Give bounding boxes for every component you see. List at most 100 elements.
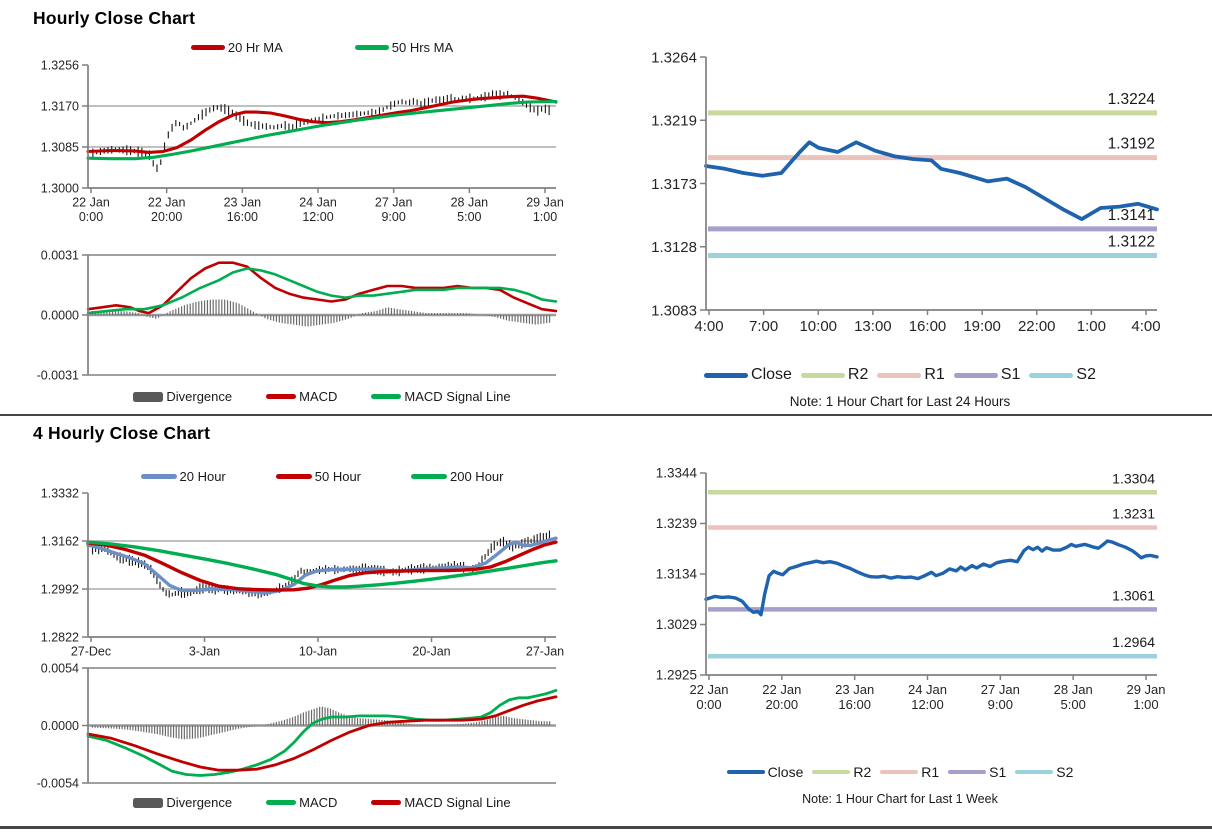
line-swatch-icon: [354, 45, 389, 50]
series-macd: [86, 689, 558, 777]
series-macd-signal-line: [86, 267, 558, 315]
legend-label: 50 Hour: [314, 469, 361, 484]
legend-item-s2: S2: [1029, 366, 1096, 384]
four-hourly-section-title: 4 Hourly Close Chart: [33, 423, 211, 443]
line-swatch-icon: [812, 770, 851, 774]
x-tick-label: 28 Jan 5:00: [1054, 682, 1093, 712]
x-tick-label: 16:00: [909, 318, 947, 335]
legend-label: S2: [1076, 366, 1096, 383]
y-tick-label: 1.3344: [656, 466, 698, 481]
y-tick-label: 1.3029: [656, 617, 697, 632]
line-swatch-icon: [704, 372, 749, 378]
x-tick-label: 27-Dec: [71, 645, 111, 659]
x-tick-label: 23 Jan 16:00: [835, 682, 874, 712]
legend-item-r2: R2: [800, 366, 868, 384]
y-tick-label: 1.3239: [656, 516, 697, 531]
x-tick-label: 24 Jan 12:00: [908, 682, 947, 712]
y-tick-label: 0.0054: [41, 661, 79, 675]
y-tick-label: 1.3128: [651, 239, 697, 256]
x-tick-label: 4:00: [694, 318, 723, 335]
hourly-pivot-legend: Close R2 R1 S1 S2: [640, 366, 1160, 384]
level-s2-label: 1.3122: [1108, 233, 1155, 250]
divergence-swatch-icon: [133, 797, 164, 808]
y-tick-label: -0.0054: [37, 776, 79, 790]
level-s1-label: 1.3141: [1108, 207, 1155, 224]
level-s2-label: 1.2964: [1112, 634, 1155, 650]
y-tick-label: 1.3264: [651, 49, 697, 66]
legend-item-r2: R2: [812, 764, 871, 780]
line-swatch-icon: [275, 474, 312, 479]
hourly-macd-legend: Divergence MACD MACD Signal Line: [88, 389, 556, 404]
legend-label: R1: [924, 366, 945, 383]
legend-item-divergence: Divergence: [133, 795, 232, 810]
y-tick-label: 1.2925: [656, 668, 697, 683]
level-r1-label: 1.3231: [1112, 505, 1155, 521]
y-tick-label: 1.3162: [41, 534, 79, 548]
legend-label: 20 Hr MA: [227, 40, 283, 55]
x-tick-label: 29 Jan 1:00: [526, 196, 564, 225]
y-tick-label: 1.3085: [41, 140, 79, 154]
x-tick-label: 22 Jan 20:00: [762, 682, 801, 712]
legend-label: R1: [921, 764, 940, 780]
legend-item-macd: MACD: [266, 389, 337, 404]
x-tick-label: 22:00: [1018, 318, 1056, 335]
legend-label: 20 Hour: [179, 469, 226, 484]
four-hourly-pivot-note: Note: 1 Hour Chart for Last 1 Week: [802, 792, 998, 806]
x-tick-label: 1:00: [1077, 318, 1106, 335]
y-tick-label: 0.0031: [41, 248, 79, 262]
line-swatch-icon: [140, 474, 177, 479]
line-swatch-icon: [371, 800, 402, 805]
series-20-hour: [86, 536, 558, 595]
series-close: [704, 539, 1159, 617]
line-swatch-icon: [1029, 372, 1074, 378]
line-swatch-icon: [877, 372, 922, 378]
legend-label: MACD Signal Line: [404, 389, 511, 404]
x-tick-label: 7:00: [749, 318, 778, 335]
legend-label: S1: [989, 764, 1007, 780]
hourly-macd-chart: 0.0031 0.0000 -0.0031: [37, 248, 558, 382]
legend-label: Close: [767, 764, 804, 780]
level-r2-label: 1.3304: [1112, 470, 1155, 486]
x-tick-label: 23 Jan 16:00: [224, 196, 262, 225]
hourly-pivot-note: Note: 1 Hour Chart for Last 24 Hours: [789, 394, 1011, 409]
series-200-hour: [86, 540, 558, 589]
y-tick-label: 1.2822: [41, 630, 79, 644]
candle-bars: [92, 90, 550, 173]
y-tick-label: 0.0000: [41, 308, 79, 322]
line-swatch-icon: [266, 394, 297, 399]
x-tick-label: 22 Jan 0:00: [689, 682, 728, 712]
line-swatch-icon: [411, 474, 447, 479]
x-tick-label: 4:00: [1131, 318, 1160, 335]
x-tick-label: 13:00: [854, 318, 892, 335]
line-swatch-icon: [800, 372, 845, 378]
series-50-hrs-ma: [86, 99, 558, 161]
four-hourly-ma-legend: 20 Hour 50 Hour 200 Hour: [88, 469, 556, 484]
x-tick-label: 19:00: [963, 318, 1001, 335]
series-20-hr-ma: [86, 94, 558, 154]
legend-label: MACD: [299, 795, 338, 810]
legend-item-20-hour: 20 Hour: [140, 469, 226, 484]
x-tick-label: 3-Jan: [189, 645, 220, 659]
x-tick-label: 27 Jan 9:00: [981, 682, 1020, 712]
x-tick-label: 27-Jan: [526, 645, 564, 659]
x-tick-label: 22 Jan 20:00: [148, 196, 186, 225]
divergence-bars: [91, 706, 551, 740]
series-close: [704, 140, 1159, 221]
legend-item-s1: S1: [948, 764, 1006, 780]
y-tick-label: 1.3173: [651, 176, 697, 193]
legend-label: Divergence: [166, 795, 233, 810]
level-s1-label: 1.3061: [1112, 587, 1155, 603]
x-tick-label: 10:00: [799, 318, 837, 335]
series-macd-signal-line: [86, 695, 558, 772]
legend-label: MACD: [299, 389, 338, 404]
x-tick-label: 24 Jan 12:00: [299, 196, 337, 225]
legend-item-macd: MACD: [266, 795, 337, 810]
legend-item-divergence: Divergence: [133, 389, 232, 404]
legend-label: Divergence: [166, 389, 233, 404]
four-hourly-macd-legend: Divergence MACD MACD Signal Line: [88, 795, 556, 810]
four-hourly-macd-chart: 0.0054 0.0000 -0.0054: [37, 661, 558, 790]
x-tick-label: 29 Jan 1:00: [1126, 682, 1165, 712]
